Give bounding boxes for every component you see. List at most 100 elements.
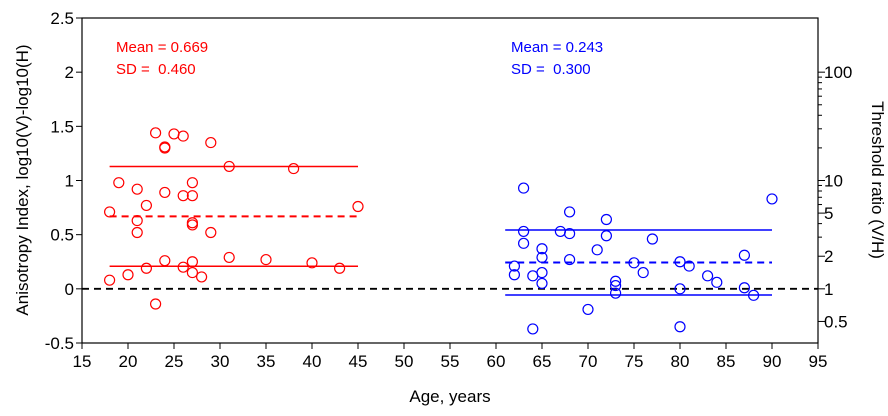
y-tick-label: 2 bbox=[65, 63, 74, 82]
data-point bbox=[186, 219, 198, 231]
data-point bbox=[711, 276, 723, 288]
data-point bbox=[563, 206, 576, 218]
data-point bbox=[766, 193, 778, 205]
right-axis-tick-label: 0.5 bbox=[824, 312, 848, 331]
data-point bbox=[527, 323, 539, 335]
data-point bbox=[288, 162, 300, 175]
data-point bbox=[683, 260, 695, 272]
red-sd-text: SD = 0.460 bbox=[116, 61, 196, 78]
y-tick-label: 1 bbox=[65, 172, 74, 191]
data-point bbox=[306, 257, 318, 269]
x-tick-label: 30 bbox=[211, 352, 230, 371]
x-axis-ticks: 15 20 25 30 35 40 45 50 55 60 65 70 75 80 85 90 95 bbox=[73, 343, 828, 371]
data-point bbox=[536, 266, 548, 279]
data-point bbox=[701, 270, 714, 282]
data-point bbox=[131, 183, 143, 195]
data-point bbox=[159, 255, 171, 267]
data-point bbox=[260, 253, 272, 266]
data-point bbox=[103, 274, 116, 286]
data-point bbox=[334, 262, 346, 274]
y-axis-ticks: -0.5 0 0.5 1 1.5 2 2.5 bbox=[45, 9, 82, 353]
x-tick-label: 95 bbox=[809, 352, 828, 371]
data-point bbox=[554, 225, 567, 238]
data-point bbox=[186, 177, 198, 189]
red-mean-text: Mean = 0.669 bbox=[116, 39, 208, 56]
data-point bbox=[122, 269, 134, 281]
x-tick-label: 75 bbox=[625, 352, 644, 371]
data-point bbox=[150, 298, 162, 310]
data-point bbox=[600, 230, 613, 242]
right-axis-tick-label: 2 bbox=[824, 247, 833, 266]
x-axis-title: Age, years bbox=[409, 387, 490, 406]
blue-mean-text: Mean = 0.243 bbox=[511, 39, 603, 56]
data-point bbox=[674, 256, 686, 268]
data-point bbox=[205, 136, 217, 149]
data-point bbox=[196, 271, 208, 283]
x-tick-label: 50 bbox=[395, 352, 414, 371]
data-points bbox=[103, 127, 778, 335]
data-point bbox=[674, 283, 686, 295]
data-point bbox=[517, 237, 530, 249]
data-point bbox=[186, 217, 198, 229]
data-point bbox=[591, 244, 603, 256]
data-point bbox=[186, 266, 198, 279]
data-point bbox=[168, 128, 180, 140]
data-point bbox=[186, 256, 198, 268]
data-point bbox=[140, 262, 152, 274]
data-point bbox=[563, 253, 576, 266]
data-point bbox=[205, 226, 217, 239]
right-axis-title: Threshold ratio (V/H) bbox=[868, 101, 887, 259]
y-tick-label: 1.5 bbox=[50, 117, 74, 136]
right-axis-tick-label: 1 bbox=[824, 280, 833, 299]
data-point bbox=[140, 199, 152, 212]
data-point bbox=[517, 225, 530, 238]
x-tick-label: 60 bbox=[487, 352, 506, 371]
y-axis-title: Anisotropy Index, log10(V)-log10(H) bbox=[13, 44, 32, 315]
x-tick-label: 70 bbox=[579, 352, 598, 371]
data-point bbox=[674, 321, 686, 333]
data-point bbox=[536, 277, 548, 290]
x-tick-label: 15 bbox=[73, 352, 92, 371]
x-tick-label: 65 bbox=[533, 352, 552, 371]
data-point bbox=[159, 186, 171, 199]
data-point bbox=[517, 182, 530, 194]
x-tick-label: 20 bbox=[119, 352, 138, 371]
data-point bbox=[177, 261, 189, 273]
data-point bbox=[600, 213, 613, 226]
data-point bbox=[150, 127, 162, 139]
right-axis-tick-label: 5 bbox=[824, 204, 833, 223]
data-point bbox=[609, 287, 622, 299]
data-point bbox=[628, 257, 640, 269]
data-point bbox=[186, 190, 198, 202]
data-point bbox=[609, 279, 622, 292]
data-point bbox=[527, 270, 539, 282]
data-point bbox=[159, 142, 171, 154]
data-point bbox=[536, 251, 548, 264]
data-point bbox=[352, 200, 364, 213]
data-point bbox=[563, 227, 576, 240]
x-tick-label: 90 bbox=[763, 352, 782, 371]
data-point bbox=[223, 251, 235, 264]
x-tick-label: 55 bbox=[441, 352, 460, 371]
blue-sd-text: SD = 0.300 bbox=[511, 61, 591, 78]
data-point bbox=[508, 269, 521, 281]
data-point bbox=[103, 206, 116, 218]
data-point bbox=[223, 160, 235, 173]
y-tick-label: -0.5 bbox=[45, 334, 74, 353]
x-tick-label: 40 bbox=[303, 352, 322, 371]
right-axis-tick-label: 10 bbox=[824, 172, 843, 191]
x-tick-label: 85 bbox=[717, 352, 736, 371]
right-axis-tick-label: 100 bbox=[824, 63, 852, 82]
data-point bbox=[113, 177, 125, 189]
data-point bbox=[177, 190, 189, 202]
right-axis-ticks: 0.5 1 2 5 10 100 bbox=[818, 63, 852, 331]
y-tick-label: 0.5 bbox=[50, 226, 74, 245]
x-tick-label: 25 bbox=[165, 352, 184, 371]
summary-lines bbox=[82, 165, 818, 296]
data-point bbox=[609, 275, 622, 287]
data-point bbox=[747, 289, 760, 301]
data-point bbox=[582, 303, 594, 316]
x-tick-label: 45 bbox=[349, 352, 368, 371]
data-point bbox=[738, 282, 751, 294]
